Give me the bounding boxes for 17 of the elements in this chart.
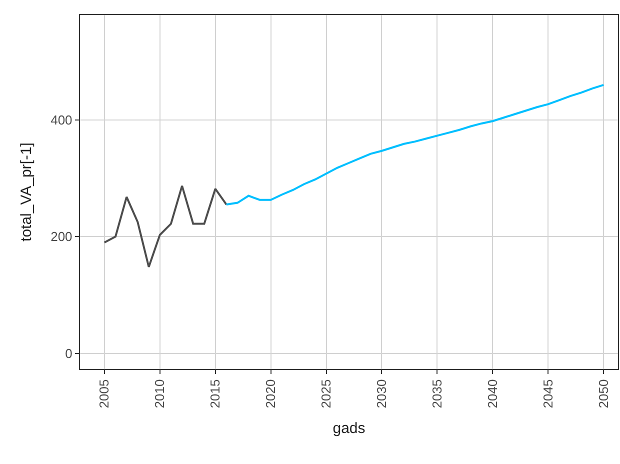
x-tick-label: 2015	[208, 379, 223, 408]
line-series	[225, 84, 605, 206]
y-tick-label: 200	[50, 229, 72, 244]
y-tick-label: 0	[65, 346, 72, 361]
x-tick-label: 2040	[484, 379, 500, 408]
x-tick-label: 2035	[429, 379, 444, 408]
y-axis-title: total_VA_pr[-1]	[18, 142, 35, 242]
x-tick-label: 2005	[96, 379, 112, 408]
x-tick-label: 2025	[318, 379, 334, 408]
x-tick-label: 2045	[540, 379, 556, 408]
y-tick-label: 400	[50, 112, 72, 128]
x-tick-label: 2050	[596, 379, 611, 408]
x-axis-title: gads	[332, 420, 366, 438]
x-tick-label: 2020	[263, 379, 278, 408]
x-tick-label: 2010	[152, 379, 168, 408]
line-series	[103, 184, 228, 268]
x-tick-label: 2030	[374, 379, 389, 408]
